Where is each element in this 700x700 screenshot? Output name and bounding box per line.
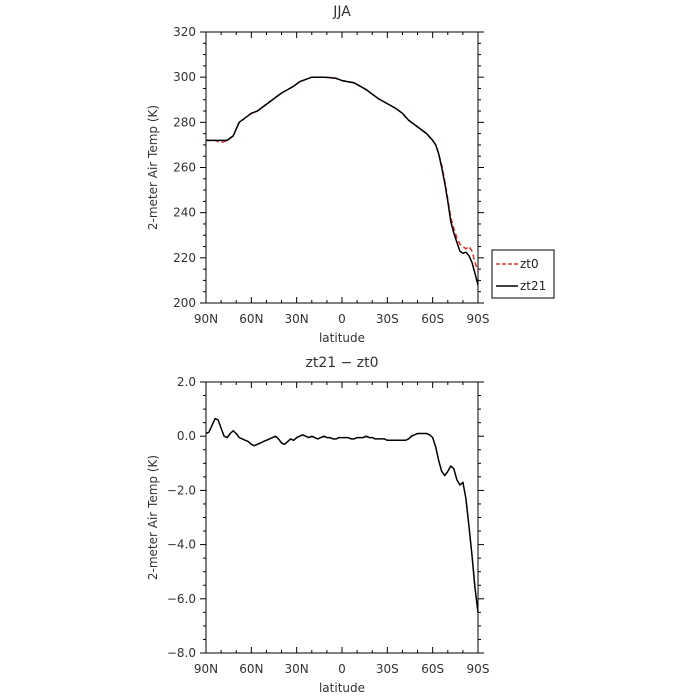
top-series-line-zt0 xyxy=(206,76,479,272)
bottom-x-tick-label: 90N xyxy=(194,662,218,676)
legend-label-zt0: zt0 xyxy=(520,257,539,271)
top-x-tick-label: 60S xyxy=(421,312,444,326)
top-x-axis-label: latitude xyxy=(319,331,365,345)
bottom-x-tick-label: 60S xyxy=(421,662,444,676)
top-y-tick-label: 320 xyxy=(173,25,196,39)
legend: zt0 zt21 xyxy=(491,249,555,299)
top-y-axis-label: 2-meter Air Temp (K) xyxy=(146,105,160,230)
top-y-tick-label: 260 xyxy=(173,161,196,175)
top-y-tick-label: 300 xyxy=(173,70,196,84)
bottom-panel: zt21 − zt0 90N 60N 30N 0 30S 60S 90S −8.0 −6.0 −4.… xyxy=(146,355,489,695)
top-series-line-zt21 xyxy=(206,76,479,286)
top-y-tick-label: 280 xyxy=(173,115,196,129)
bottom-y-tick-label: −8.0 xyxy=(167,646,196,660)
bottom-y-tick-label: 0.0 xyxy=(177,429,196,443)
top-y-tick-label: 220 xyxy=(173,251,196,265)
top-x-tick-label: 90N xyxy=(194,312,218,326)
top-x-tick-label: 0 xyxy=(338,312,346,326)
top-x-tick-label: 90S xyxy=(467,312,490,326)
bottom-y-tick-label: 2.0 xyxy=(177,375,196,389)
legend-label-zt21: zt21 xyxy=(520,279,546,293)
bottom-y-tick-label: −4.0 xyxy=(167,538,196,552)
bottom-chart-title: zt21 − zt0 xyxy=(305,355,378,371)
top-chart-title: JJA xyxy=(332,4,351,20)
bottom-plot-frame xyxy=(205,381,479,654)
top-plot-frame xyxy=(205,31,479,304)
bottom-y-axis-label: 2-meter Air Temp (K) xyxy=(146,455,160,580)
bottom-x-tick-label: 30N xyxy=(285,662,309,676)
bottom-y-tick-label: −2.0 xyxy=(167,483,196,497)
bottom-x-tick-label: 30S xyxy=(376,662,399,676)
top-y-tick-label: 240 xyxy=(173,206,196,220)
top-panel: JJA 90N 60N 30N 0 30S 60S 90S 200 220 240 260 280 300… xyxy=(146,4,555,345)
bottom-x-tick-label: 0 xyxy=(338,662,346,676)
bottom-y-tick-label: −6.0 xyxy=(167,592,196,606)
top-x-tick-label: 30S xyxy=(376,312,399,326)
bottom-series-line-0 xyxy=(205,417,479,613)
legend-box xyxy=(491,249,555,299)
top-x-tick-label: 60N xyxy=(239,312,263,326)
top-y-tick-label: 200 xyxy=(173,296,196,310)
bottom-x-tick-label: 60N xyxy=(239,662,263,676)
top-x-tick-label: 30N xyxy=(285,312,309,326)
bottom-x-axis-label: latitude xyxy=(319,681,365,695)
bottom-x-tick-label: 90S xyxy=(467,662,490,676)
